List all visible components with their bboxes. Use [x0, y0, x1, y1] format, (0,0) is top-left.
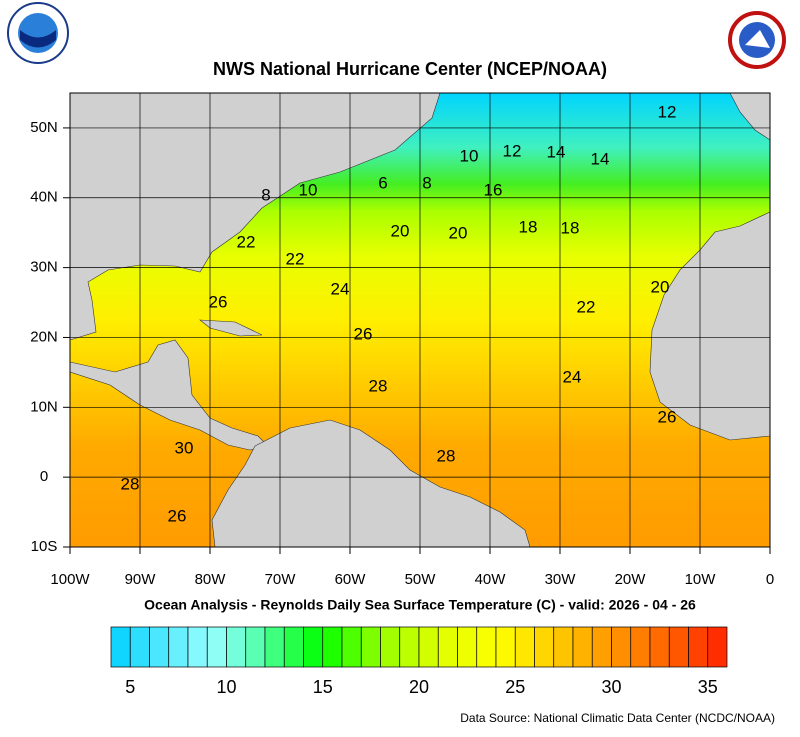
- colorbar-box: [226, 626, 247, 668]
- colorbar-box: [457, 626, 478, 668]
- colorbar-box: [572, 626, 593, 668]
- colorbar: 5 10 15 20 25 30 35: [110, 626, 728, 697]
- colorbar-box: [283, 626, 304, 668]
- colorbar-box: [495, 626, 516, 668]
- colorbar-box: [245, 626, 266, 668]
- contour-label: 10: [460, 146, 479, 165]
- contour-label: 26: [658, 407, 677, 426]
- contour-label: 28: [121, 474, 140, 493]
- contour-label: 22: [237, 232, 256, 251]
- x-tick-label: 100W: [50, 571, 90, 588]
- y-tick-label: 40N: [30, 189, 58, 206]
- contour-label: 26: [354, 324, 373, 343]
- colorbar-box: [649, 626, 670, 668]
- cuba: [199, 319, 263, 337]
- y-tick-label: 30N: [30, 259, 58, 276]
- colorbar-tick-label: 25: [505, 677, 525, 697]
- contour-label: 18: [519, 217, 538, 236]
- colorbar-box: [129, 626, 150, 668]
- contour-label: 20: [449, 223, 468, 242]
- y-tick-label: 20N: [30, 328, 58, 345]
- contour-label: 20: [651, 277, 670, 296]
- colorbar-box: [514, 626, 535, 668]
- contour-label: 26: [209, 292, 228, 311]
- noaa-logo: [7, 2, 69, 64]
- colorbar-box: [168, 626, 189, 668]
- y-tick-label: 0: [40, 468, 48, 485]
- colorbar-box: [707, 626, 728, 668]
- contour-label: 12: [658, 102, 677, 121]
- source: Data Source: National Climatic Data Cent…: [460, 711, 775, 725]
- africa-europe: [649, 211, 771, 441]
- y-tick-label: 10S: [31, 538, 58, 555]
- y-tick-label: 10N: [30, 398, 58, 415]
- colorbar-box: [591, 626, 612, 668]
- contour-label: 30: [175, 438, 194, 457]
- contour-label: 24: [331, 279, 350, 298]
- colorbar-tick-label: 15: [313, 677, 333, 697]
- colorbar-tick-label: 5: [125, 677, 135, 697]
- nws-logo: [728, 11, 786, 69]
- colorbar-tick-label: 30: [601, 677, 621, 697]
- contour-label: 28: [369, 376, 388, 395]
- x-tick-label: 60W: [335, 571, 367, 588]
- colorbar-box: [688, 626, 709, 668]
- contour-label: 10: [299, 180, 318, 199]
- colorbar-tick-label: 10: [216, 677, 236, 697]
- x-tick-label: 50W: [405, 571, 437, 588]
- colorbar-box: [437, 626, 458, 668]
- colorbar-box: [380, 626, 401, 668]
- colorbar-box: [611, 626, 632, 668]
- colorbar-box: [303, 626, 324, 668]
- contour-label: 24: [563, 367, 582, 386]
- colorbar-box: [149, 626, 170, 668]
- contour-label: 8: [261, 185, 270, 204]
- x-tick-label: 0: [766, 571, 774, 588]
- x-tick-label: 20W: [615, 571, 647, 588]
- subtitle: Ocean Analysis - Reynolds Daily Sea Surf…: [144, 597, 696, 613]
- colorbar-box: [341, 626, 362, 668]
- contour-label: 22: [577, 297, 596, 316]
- colorbar-tick-label: 20: [409, 677, 429, 697]
- colorbar-box: [668, 626, 689, 668]
- y-tick-label: 50N: [30, 119, 58, 136]
- colorbar-box: [110, 626, 131, 668]
- x-tick-label: 80W: [195, 571, 227, 588]
- map-frame: [69, 92, 771, 548]
- colorbar-box: [322, 626, 343, 668]
- title: NWS National Hurricane Center (NCEP/NOAA…: [213, 59, 607, 79]
- north-america: [69, 92, 441, 341]
- contour-label: 6: [378, 173, 387, 192]
- contour-label: 18: [561, 218, 580, 237]
- colorbar-box: [360, 626, 381, 668]
- colorbar-box: [553, 626, 574, 668]
- contour-label: 8: [422, 173, 431, 192]
- contour-label: 26: [168, 506, 187, 525]
- contour-label: 16: [484, 180, 503, 199]
- contour-label: 22: [286, 249, 305, 268]
- colorbar-box: [264, 626, 285, 668]
- x-tick-label: 90W: [125, 571, 157, 588]
- x-tick-label: 40W: [475, 571, 507, 588]
- colorbar-box: [187, 626, 208, 668]
- contour-label: 28: [437, 446, 456, 465]
- colorbar-box: [206, 626, 227, 668]
- x-tick-label: 30W: [545, 571, 577, 588]
- colorbar-box: [534, 626, 555, 668]
- south-america: [211, 419, 531, 548]
- x-tick-label: 10W: [685, 571, 717, 588]
- contour-label: 14: [547, 142, 566, 161]
- contour-label: 20: [391, 221, 410, 240]
- colorbar-box: [418, 626, 439, 668]
- contour-label: 14: [591, 149, 610, 168]
- colorbar-tick-label: 35: [698, 677, 718, 697]
- contour-label: 12: [503, 141, 522, 160]
- colorbar-box: [630, 626, 651, 668]
- x-tick-label: 70W: [265, 571, 297, 588]
- colorbar-box: [399, 626, 420, 668]
- map: [69, 92, 771, 548]
- colorbar-box: [476, 626, 497, 668]
